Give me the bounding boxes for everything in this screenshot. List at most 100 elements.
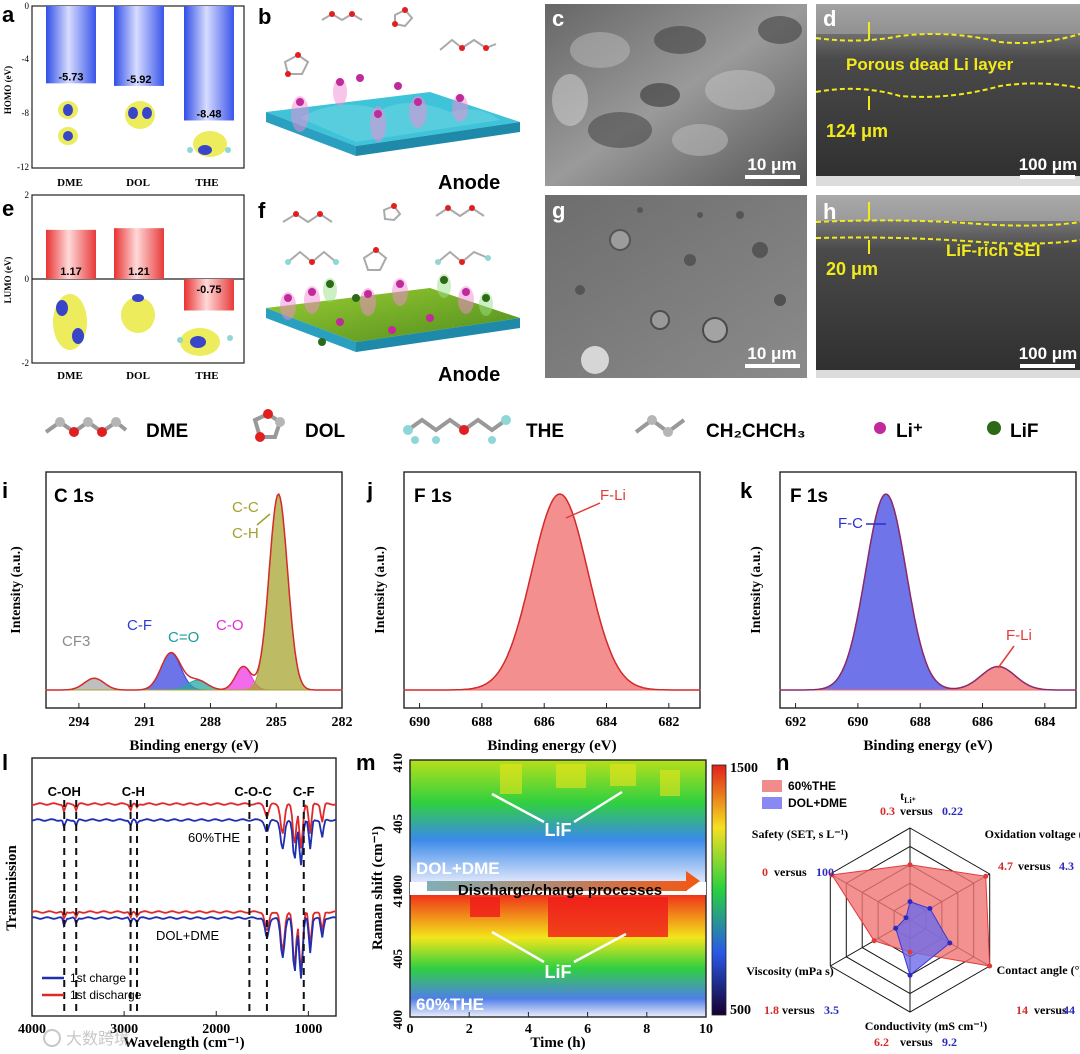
- molecule-legend: DME DOL THE CH₂CHCH₃ Li⁺ LiF: [44, 409, 1039, 444]
- axis-value-dd-contact: 44: [1063, 1003, 1075, 1017]
- homo-orbital-dme: [58, 101, 78, 145]
- scale-bar-d: [1020, 175, 1075, 179]
- y-axis-label-k: Intensity (a.u.): [749, 546, 764, 634]
- annotation-ch-i: C-H: [232, 525, 259, 542]
- lumo-value-label-the: -0.75: [196, 284, 221, 296]
- x-tick-label: 291: [134, 715, 155, 730]
- process-arrow-shaft: [427, 881, 687, 891]
- radar-point-60the: [871, 938, 877, 944]
- annotation-cf-i: C-F: [127, 617, 152, 634]
- thickness-label-d: 124 μm: [826, 121, 888, 141]
- band-label: C-O-C: [234, 784, 272, 799]
- axis-title-oxidation-n: Oxidation voltage (V): [985, 827, 1080, 841]
- heatmap-texture-bottom: [470, 897, 668, 937]
- band-label: C-H: [122, 784, 145, 799]
- homo-orbital-dol: [125, 101, 155, 129]
- lumo-value-label-dol: 1.21: [128, 266, 149, 278]
- x-axis-label-k: Binding energy (eV): [863, 738, 992, 754]
- annotation-arrow-cc-i: [256, 513, 271, 526]
- lumo-orbital-dme: [53, 294, 87, 350]
- series-charge-doldme: [31, 916, 337, 979]
- panel-j: j F 1s 690 688 686 684 682 Intensity (a.u.) …: [366, 471, 701, 754]
- envelope-line: [404, 493, 700, 691]
- y-tick-a-4: -4: [22, 54, 30, 64]
- axis-value-60-ox: 4.7: [998, 859, 1013, 873]
- anode-side-b: [266, 112, 356, 156]
- radar-point-doldme: [947, 940, 953, 946]
- annotation-fli-j: F-Li: [600, 487, 626, 504]
- x-tick-e-dol: DOL: [126, 370, 150, 382]
- panel-label-j: j: [366, 478, 373, 503]
- dol-molecule-icon: [252, 409, 285, 442]
- x-tick-label: 690: [409, 715, 430, 730]
- x-tick-label: 2: [466, 1022, 473, 1037]
- panel-h: h LiF-rich SEI 20 μm 100 μm: [815, 195, 1080, 378]
- panel-label-h: h: [823, 199, 836, 224]
- axis-value-60-cond: 6.2: [874, 1035, 889, 1049]
- band-label: C-OH: [48, 784, 81, 799]
- x-tick-label: 285: [266, 715, 287, 730]
- panel-label-l: l: [2, 750, 8, 775]
- lif-annotation-top: LiF: [545, 820, 572, 840]
- x-tick-label: 684: [1034, 715, 1055, 730]
- anode-roughness-b: [300, 102, 500, 142]
- radar-point-doldme: [907, 972, 913, 978]
- lif-arrow-top-right: [573, 790, 623, 824]
- x-tick-a-dme: DME: [57, 177, 83, 189]
- homo-bar-dol: [114, 6, 164, 86]
- solvent-atoms-f: [285, 203, 491, 265]
- lif-particle-icon: [987, 421, 1001, 435]
- annotation-cf3-i: CF3: [62, 633, 90, 650]
- x-tick-e-dme: DME: [57, 370, 83, 382]
- radar-point-60the: [829, 872, 835, 878]
- anode-label-f: Anode: [438, 364, 500, 386]
- panel-a: a -5.73 -5.92-8.48 HOMO (eV) 0 -4 -8 -12 …: [2, 1, 245, 189]
- x-tick-label: 686: [972, 715, 993, 730]
- panel-c: c 10 μm: [545, 4, 807, 186]
- y-tick-e-minus2: -2: [22, 358, 30, 368]
- legend-swatch-60the-n: [762, 780, 782, 792]
- colorbar-max-label: 1500: [730, 761, 758, 776]
- y-tick-label: 410: [390, 888, 405, 908]
- lumo-bar-dol: [114, 228, 164, 279]
- anode-front-f: [356, 318, 520, 352]
- substrate-edge-d: [816, 176, 1080, 186]
- panel-label-g: g: [552, 198, 565, 223]
- scale-bar-g: [745, 364, 800, 368]
- x-tick-label: 282: [332, 715, 353, 730]
- axis-title-viscosity-n: Viscosity (mPa s): [746, 964, 834, 978]
- y-axis-label-j: Intensity (a.u.): [373, 546, 388, 634]
- legend-swatch-doldme-n: [762, 797, 782, 809]
- x-tick-label: 682: [658, 715, 679, 730]
- y-tick-label: 400: [390, 875, 405, 895]
- scale-text-d: 100 μm: [1019, 155, 1078, 174]
- legend-label-doldme-n: DOL+DME: [788, 796, 847, 810]
- panel-label-i: i: [2, 478, 8, 503]
- legend-label-discharge-l: 1st discharge: [70, 988, 142, 1002]
- panel-label-k: k: [740, 478, 753, 503]
- x-tick-label: 6: [584, 1022, 591, 1037]
- y-axis-label-a: HOMO (eV): [3, 66, 13, 114]
- radar-point-doldme: [893, 925, 899, 931]
- panel-f: f: [258, 198, 520, 386]
- x-tick-label: 288: [200, 715, 221, 730]
- annotation-co-double-i: C=O: [168, 629, 199, 646]
- axis-value-60-safety: 0: [762, 865, 768, 879]
- substrate-edge-h: [816, 370, 1080, 378]
- legend-label-propylene: CH₂CHCH₃: [706, 421, 806, 442]
- scale-bar-h: [1020, 364, 1075, 368]
- thickness-label-h: 20 μm: [826, 259, 878, 279]
- y-tick-a-12: -12: [17, 162, 29, 172]
- panel-b: b Anode: [258, 4, 520, 194]
- legend-label-60the-n: 60%THE: [788, 779, 836, 793]
- watermark: 大数跨境: [43, 1029, 130, 1048]
- panel-l: l C-OH C-H C-O-C C-F 4000 3000 2000 1000 Transm…: [2, 750, 337, 1051]
- panel-label-n: n: [776, 750, 789, 775]
- chart-title-i: C 1s: [54, 486, 94, 507]
- x-tick-label: 1000: [294, 1022, 322, 1037]
- annotation-co-i: C-O: [216, 617, 244, 634]
- radar-point-doldme: [927, 906, 933, 911]
- y-tick-label: 410: [390, 753, 405, 773]
- panel-label-c: c: [552, 6, 564, 31]
- x-axis-label-i: Binding energy (eV): [129, 738, 258, 754]
